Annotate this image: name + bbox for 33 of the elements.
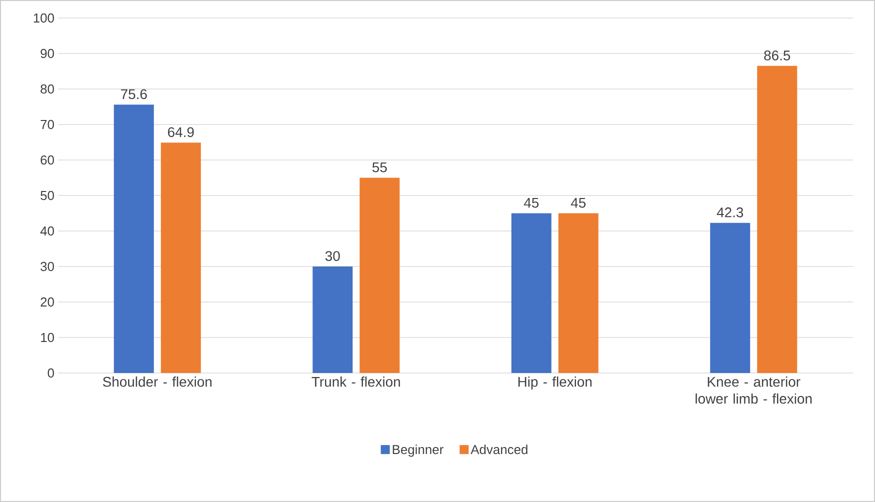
legend-label: Advanced xyxy=(470,444,528,454)
data-label: 55 xyxy=(372,162,387,172)
x-tick-label: Trunk - flexion xyxy=(312,376,400,387)
data-label: 75.6 xyxy=(121,89,147,100)
y-tick-label: 80 xyxy=(40,84,54,94)
bar xyxy=(558,213,598,373)
bar xyxy=(710,222,750,373)
y-tick-label: 70 xyxy=(40,120,54,130)
y-tick-label: 50 xyxy=(40,190,54,200)
y-tick-label: 30 xyxy=(40,262,54,272)
bar xyxy=(757,66,798,373)
bar xyxy=(511,213,552,373)
data-label: 45 xyxy=(524,198,539,208)
y-tick-label: 10 xyxy=(41,332,54,342)
y-tick-label: 100 xyxy=(34,13,54,23)
y-tick-label: 90 xyxy=(40,48,54,58)
x-tick-label: Shoulder - flexion xyxy=(102,376,212,387)
x-tick-label: Knee - anterior lower limb - flexion xyxy=(696,376,812,404)
bar xyxy=(312,266,353,373)
x-tick-label: Hip - flexion xyxy=(518,376,592,390)
y-tick-label: 0 xyxy=(48,368,54,378)
bar xyxy=(114,104,154,373)
data-label: 30 xyxy=(325,251,340,261)
data-label: 45 xyxy=(570,198,586,208)
bar xyxy=(360,178,400,373)
legend-label: Beginner xyxy=(392,444,444,457)
data-label: 42.3 xyxy=(716,207,744,218)
data-label: 86.5 xyxy=(764,50,790,60)
data-label: 64.9 xyxy=(168,127,194,138)
y-tick-label: 20 xyxy=(40,297,54,307)
bar xyxy=(160,142,201,373)
y-tick-label: 40 xyxy=(40,226,54,236)
y-tick-label: 60 xyxy=(40,155,54,165)
